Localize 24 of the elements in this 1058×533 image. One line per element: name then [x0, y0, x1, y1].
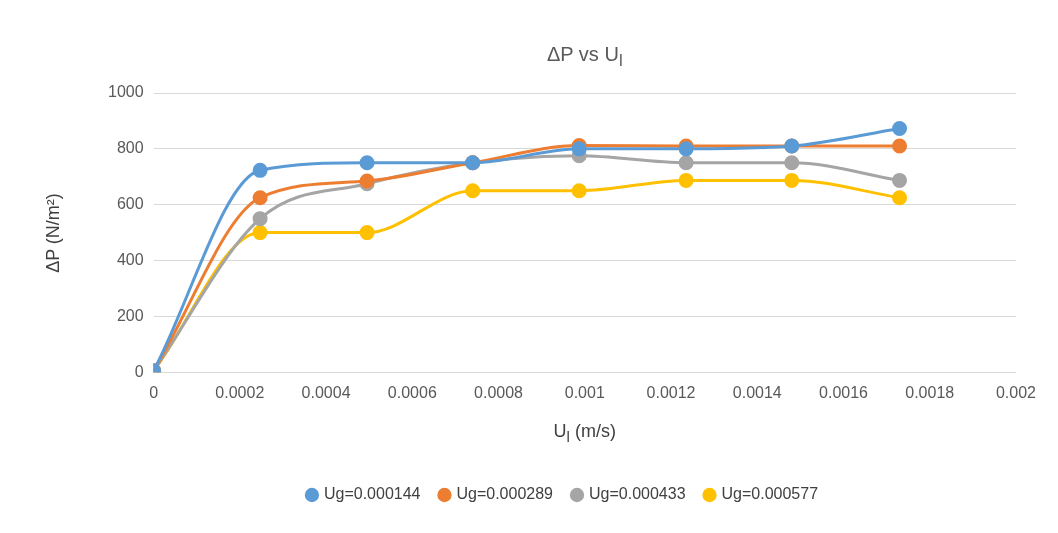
x-tick-label: 0.0018 — [905, 384, 955, 402]
legend-label: Ug=0.000577 — [721, 485, 819, 503]
chart-title: ΔP vs U$_{l}$ — [546, 43, 623, 71]
legend-label: Ug=0.000144 — [323, 485, 421, 503]
y-tick-label: 1000 — [108, 83, 144, 101]
y-tick-label: 600 — [116, 195, 144, 213]
y-tick-label: 200 — [116, 306, 144, 324]
x-axis-title: U$_{l}$ (m/s) — [553, 421, 616, 445]
x-tick-label: 0.0002 — [215, 384, 265, 402]
x-tick-label: 0.0004 — [301, 384, 351, 402]
y-axis-title: ΔP (N/m²) — [42, 192, 64, 273]
x-tick-label: 0.0006 — [387, 384, 437, 402]
x-tick-label: 0.001 — [564, 384, 605, 402]
y-tick-label: 0 — [134, 362, 144, 380]
x-tick-label: 0.0008 — [474, 384, 524, 402]
x-tick-label: 0.0016 — [819, 384, 869, 402]
y-tick-label: 800 — [116, 139, 144, 157]
x-tick-label: 0.0012 — [646, 384, 696, 402]
legend-label: Ug=0.000289 — [456, 485, 554, 503]
y-tick-label: 400 — [116, 250, 144, 268]
x-tick-label: 0.002 — [995, 384, 1037, 402]
x-tick-label: 0 — [149, 384, 159, 402]
legend-label: Ug=0.000433 — [589, 485, 686, 503]
x-tick-label: 0.0014 — [732, 384, 782, 402]
